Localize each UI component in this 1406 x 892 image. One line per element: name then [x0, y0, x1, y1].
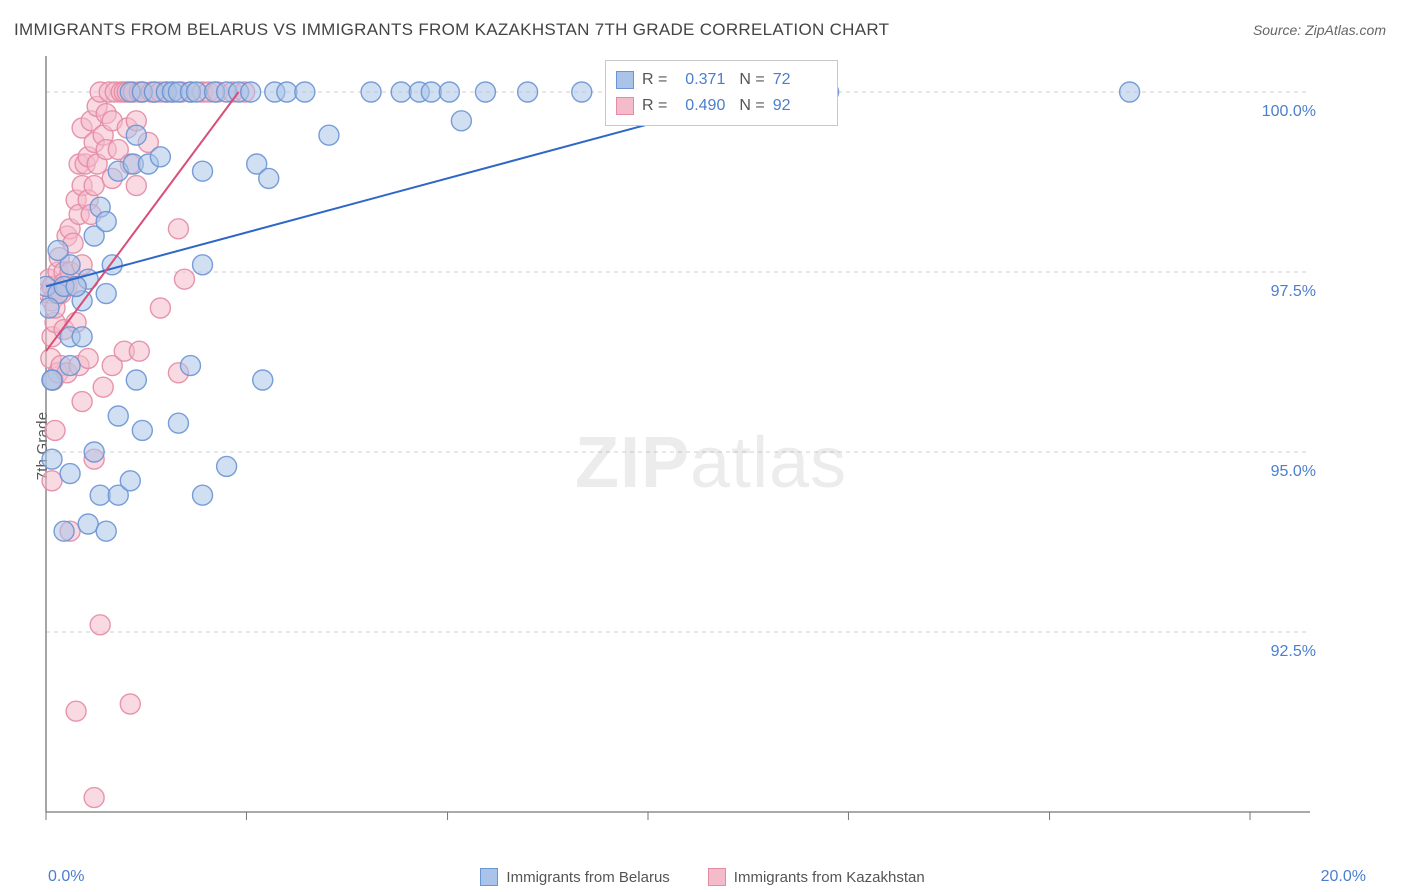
data-point [193, 161, 213, 181]
stats-row: R = 0.490 N = 92 [616, 93, 823, 119]
data-point [108, 406, 128, 426]
data-point [84, 788, 104, 808]
n-value: 92 [773, 93, 823, 119]
data-point [96, 521, 116, 541]
scatter-chart: 92.5% 95.0% 97.5% 100.0% [40, 52, 1330, 842]
data-point [319, 125, 339, 145]
stats-row: R = 0.371 N = 72 [616, 67, 823, 93]
data-point [72, 392, 92, 412]
data-point [54, 521, 74, 541]
source-prefix: Source: [1253, 22, 1305, 38]
x-tick-max: 20.0% [1321, 868, 1366, 886]
data-point [253, 370, 273, 390]
plot-area: 92.5%95.0%97.5%100.0% ZIPatlas R =0.371N… [40, 52, 1330, 842]
data-point [96, 284, 116, 304]
data-point [90, 615, 110, 635]
y-tick-label: 92.5% [1271, 643, 1316, 660]
y-tick-label: 95.0% [1271, 463, 1316, 480]
data-point [1120, 82, 1140, 102]
data-point [572, 82, 592, 102]
n-label: N = [739, 67, 764, 93]
data-point [174, 269, 194, 289]
x-tick-min: 0.0% [48, 868, 84, 886]
data-point [78, 514, 98, 534]
data-point [129, 341, 149, 361]
data-point [168, 219, 188, 239]
data-point [66, 701, 86, 721]
r-value: 0.371 [675, 67, 725, 93]
bottom-legend: 0.0% Immigrants from BelarusImmigrants f… [0, 868, 1406, 886]
header-row: IMMIGRANTS FROM BELARUS VS IMMIGRANTS FR… [14, 20, 1386, 40]
r-label: R = [642, 67, 667, 93]
data-point [361, 82, 381, 102]
r-label: R = [642, 93, 667, 119]
data-point [120, 694, 140, 714]
data-point [60, 464, 80, 484]
data-point [518, 82, 538, 102]
data-point [241, 82, 261, 102]
source-attribution: Source: ZipAtlas.com [1253, 22, 1386, 38]
data-point [84, 176, 104, 196]
data-point [42, 370, 62, 390]
data-point [60, 356, 80, 376]
data-point [78, 348, 98, 368]
data-point [180, 356, 200, 376]
data-point [126, 370, 146, 390]
data-point [72, 327, 92, 347]
chart-title: IMMIGRANTS FROM BELARUS VS IMMIGRANTS FR… [14, 20, 889, 40]
data-point [93, 377, 113, 397]
data-point [439, 82, 459, 102]
legend-swatch [708, 868, 726, 886]
data-point [132, 420, 152, 440]
data-point [193, 255, 213, 275]
data-point [84, 442, 104, 462]
data-point [42, 449, 62, 469]
legend-item: Immigrants from Kazakhstan [708, 868, 925, 886]
data-point [126, 176, 146, 196]
data-point [217, 456, 237, 476]
data-point [42, 471, 62, 491]
legend-swatch [616, 97, 634, 115]
data-point [451, 111, 471, 131]
stats-legend: R = 0.371 N = 72 R = 0.490 N = 92 [605, 60, 838, 126]
data-point [45, 420, 65, 440]
legend-swatch [480, 868, 498, 886]
legend-label: Immigrants from Kazakhstan [734, 869, 925, 886]
data-point [90, 485, 110, 505]
legend-swatch [616, 71, 634, 89]
data-point [193, 485, 213, 505]
y-tick-label: 100.0% [1262, 103, 1316, 120]
series-kazakhstan [40, 82, 255, 808]
data-point [421, 82, 441, 102]
n-value: 72 [773, 67, 823, 93]
series-belarus [40, 82, 1140, 541]
data-point [259, 168, 279, 188]
r-value: 0.490 [675, 93, 725, 119]
data-point [120, 471, 140, 491]
data-point [277, 82, 297, 102]
data-point [391, 82, 411, 102]
data-point [126, 125, 146, 145]
data-point [295, 82, 315, 102]
data-point [187, 82, 207, 102]
data-point [48, 240, 68, 260]
series-legend: Immigrants from Belarus Immigrants from K… [480, 868, 924, 886]
legend-label: Immigrants from Belarus [506, 869, 669, 886]
data-point [150, 147, 170, 167]
y-tick-label: 97.5% [1271, 283, 1316, 300]
data-point [40, 298, 59, 318]
source-link[interactable]: ZipAtlas.com [1305, 22, 1386, 38]
data-point [475, 82, 495, 102]
data-point [96, 212, 116, 232]
n-label: N = [739, 93, 764, 119]
data-point [150, 298, 170, 318]
data-point [168, 413, 188, 433]
legend-item: Immigrants from Belarus [480, 868, 669, 886]
